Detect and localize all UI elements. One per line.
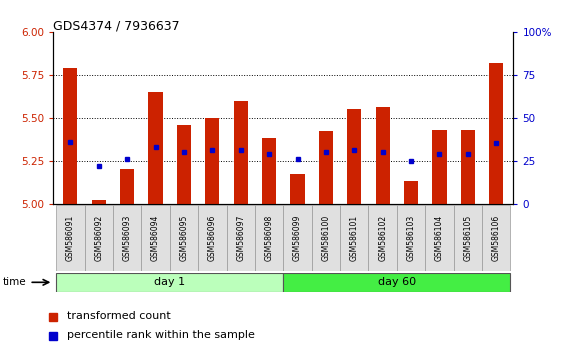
Bar [227,205,255,271]
Text: GSM586100: GSM586100 [321,215,330,261]
Text: GSM586091: GSM586091 [66,215,75,261]
Bar [120,169,134,204]
Text: time: time [3,277,26,287]
Text: day 60: day 60 [378,277,416,287]
Bar [262,138,276,204]
Bar [461,130,475,204]
Bar [291,175,305,204]
Text: GDS4374 / 7936637: GDS4374 / 7936637 [53,19,180,33]
Bar [177,125,191,204]
Text: GSM586101: GSM586101 [350,215,359,261]
Bar [141,205,170,271]
Bar [433,130,447,204]
Bar [198,205,227,271]
Bar [376,107,390,204]
Text: GSM586104: GSM586104 [435,215,444,261]
Text: GSM586102: GSM586102 [378,215,387,261]
Text: GSM586097: GSM586097 [236,215,245,261]
Text: GSM586099: GSM586099 [293,215,302,261]
Text: GSM586103: GSM586103 [407,215,416,261]
Bar [233,101,248,204]
Bar [56,273,283,292]
Bar [347,109,361,204]
Bar [482,205,511,271]
Bar [113,205,141,271]
Text: GSM586098: GSM586098 [265,215,274,261]
Text: percentile rank within the sample: percentile rank within the sample [67,330,255,341]
Bar [149,92,163,204]
Bar [369,205,397,271]
Text: GSM586094: GSM586094 [151,215,160,261]
Text: GSM586093: GSM586093 [123,215,132,261]
Bar [454,205,482,271]
Bar [397,205,425,271]
Text: day 1: day 1 [154,277,185,287]
Bar [85,205,113,271]
Bar [56,205,85,271]
Bar [63,68,77,204]
Text: transformed count: transformed count [67,311,171,321]
Bar [489,63,503,204]
Bar [283,205,312,271]
Bar [255,205,283,271]
Bar [205,118,219,204]
Text: GSM586106: GSM586106 [492,215,501,261]
Bar [404,181,418,204]
Bar [425,205,454,271]
Bar [170,205,198,271]
Text: GSM586092: GSM586092 [94,215,103,261]
Bar [283,273,511,292]
Text: GSM586095: GSM586095 [180,215,188,261]
Text: GSM586096: GSM586096 [208,215,217,261]
Bar [319,131,333,204]
Bar [91,200,106,204]
Bar [312,205,340,271]
Text: GSM586105: GSM586105 [463,215,472,261]
Bar [340,205,369,271]
